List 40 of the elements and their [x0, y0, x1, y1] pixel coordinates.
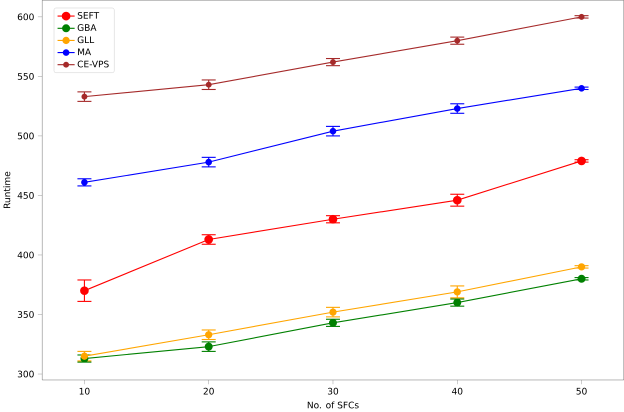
x-axis-title: No. of SFCs	[308, 402, 359, 409]
y-tick-label: 550	[18, 73, 34, 80]
point	[328, 215, 338, 224]
x-tick-label: 30	[328, 388, 338, 395]
point	[578, 14, 584, 20]
y-tick-label: 450	[18, 192, 34, 199]
point	[205, 331, 212, 338]
y-tick-label: 500	[18, 132, 34, 140]
point	[578, 274, 586, 283]
legend-label: MA	[78, 48, 92, 56]
point	[80, 286, 89, 296]
x-tick-label: 20	[204, 388, 214, 395]
point	[454, 105, 461, 112]
legend-label: GLL	[78, 36, 94, 44]
legend-label: CE-VPS	[78, 60, 109, 68]
point	[577, 156, 586, 166]
x-tick-label: 50	[576, 388, 587, 395]
x-tick-label: 10	[80, 388, 90, 395]
y-axis-title: Runtime	[3, 172, 10, 208]
y-tick-label: 600	[18, 14, 34, 20]
point	[206, 82, 212, 88]
point	[454, 38, 460, 44]
point	[454, 288, 461, 296]
point	[328, 318, 337, 327]
point	[330, 128, 336, 135]
y-tick-label: 350	[18, 311, 34, 318]
y-tick-label: 300	[18, 370, 34, 378]
point	[205, 158, 212, 166]
point	[204, 342, 213, 351]
point	[578, 85, 585, 92]
point	[453, 298, 462, 307]
point	[330, 59, 336, 66]
legend-label: SEFT	[78, 12, 100, 19]
x-tick-label: 40	[452, 388, 462, 395]
legend-label: GBA	[78, 24, 96, 32]
y-tick-label: 400	[18, 252, 34, 258]
point	[329, 308, 337, 316]
point	[578, 263, 586, 271]
point	[452, 196, 462, 205]
point	[204, 235, 214, 244]
